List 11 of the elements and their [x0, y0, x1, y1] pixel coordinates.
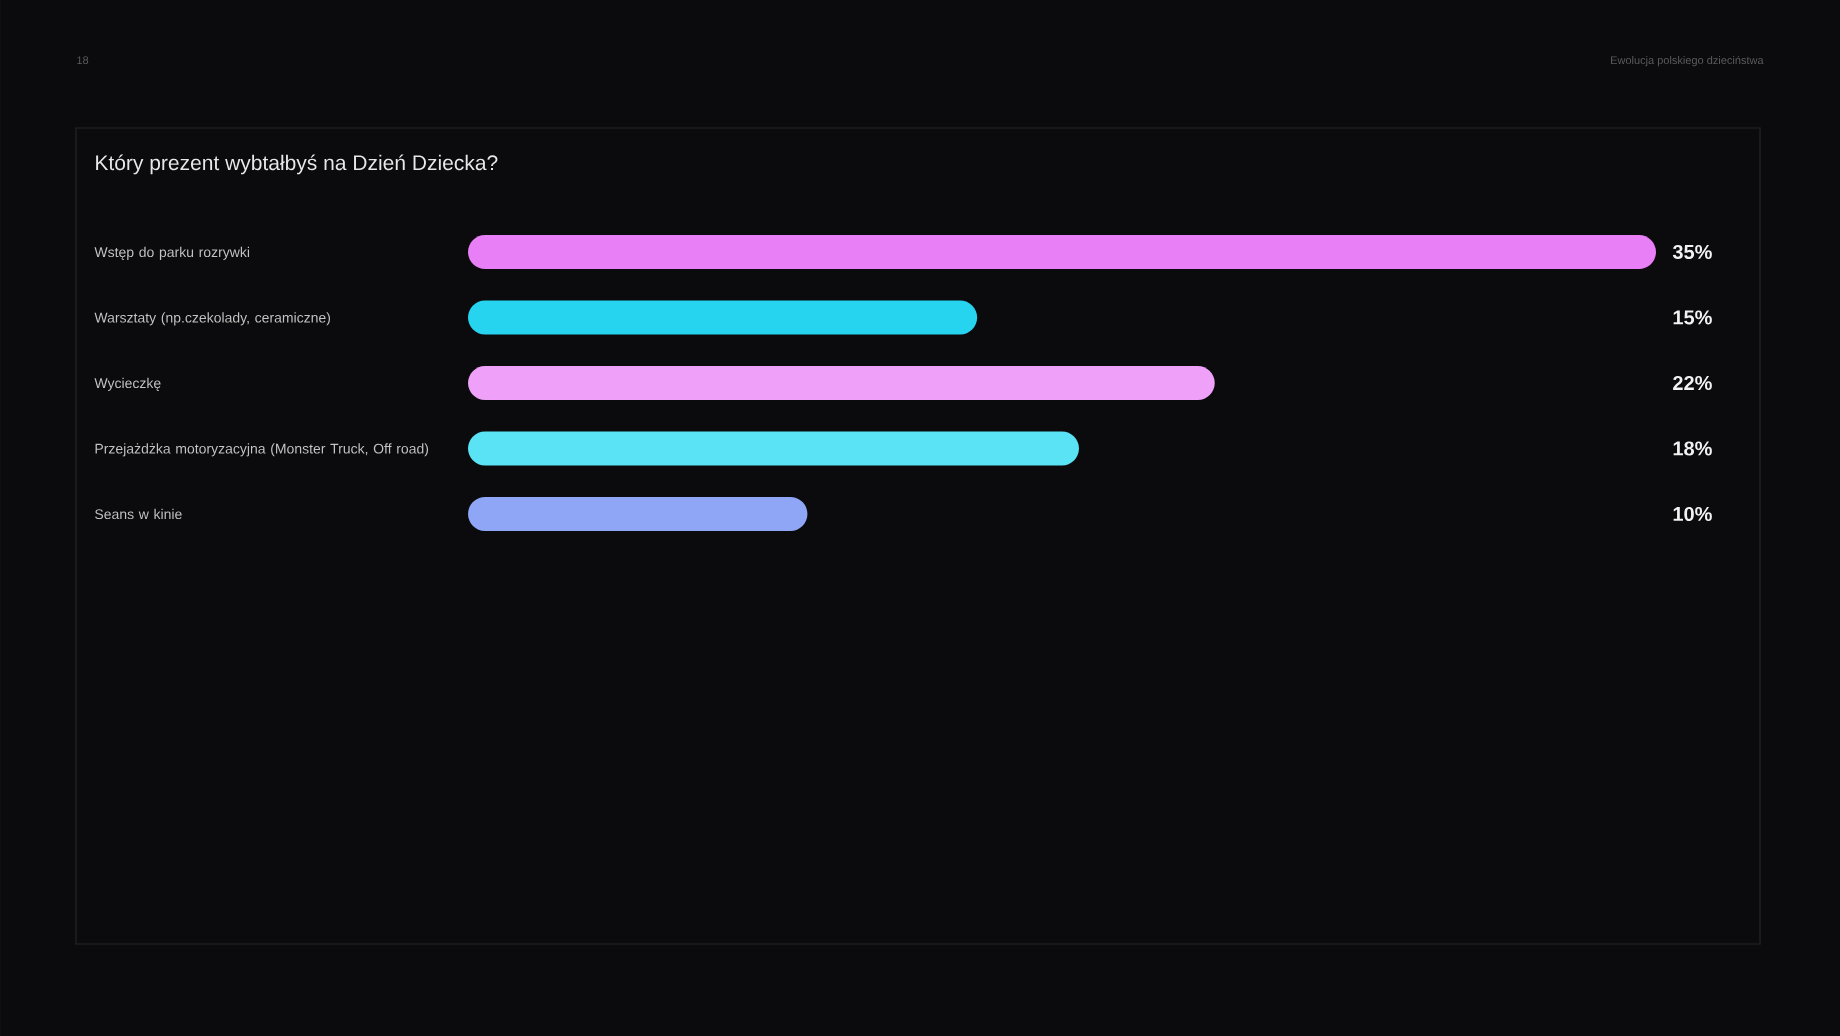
data-label: 15%	[1673, 310, 1712, 325]
text: Który prezent wybtałbyś na Dzień Dziecka?	[96, 154, 498, 175]
bar	[468, 300, 978, 335]
data-label: 18%	[1673, 441, 1712, 456]
data-label: 35%	[1672, 244, 1712, 260]
bar	[468, 234, 1656, 269]
data-label: 22%	[1673, 375, 1712, 391]
bar	[468, 431, 1079, 466]
bar	[468, 496, 808, 531]
data-label: 10%	[1673, 506, 1712, 522]
bar	[468, 365, 1215, 400]
